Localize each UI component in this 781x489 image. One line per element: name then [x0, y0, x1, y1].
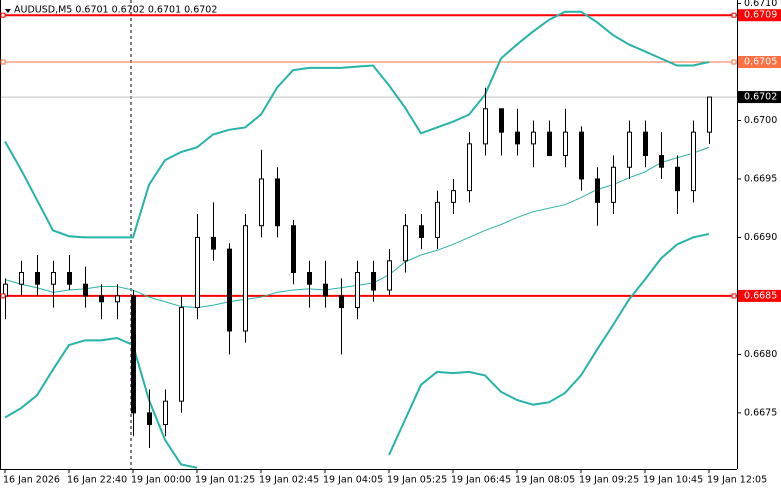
level-label: 0.6685: [744, 290, 777, 301]
x-tick-label: 19 Jan 12:05: [707, 475, 767, 486]
candle-body: [339, 295, 344, 309]
candle-body: [355, 272, 360, 309]
candle-body: [371, 272, 376, 291]
candle-body: [19, 272, 24, 285]
candle-body: [675, 166, 680, 192]
x-tick-label: 16 Jan 2026: [3, 475, 60, 486]
y-tick-label: 0.6695: [744, 173, 777, 184]
level-label: 0.6709: [744, 10, 777, 21]
y-tick-label: 0.6700: [744, 115, 777, 126]
bollinger-band: [4, 10, 710, 239]
bid-label-bg: [738, 91, 781, 104]
chart-title: AUDUSD,M5 0.6701 0.6702 0.6701 0.6702: [14, 5, 217, 16]
candle-body: [403, 225, 408, 262]
candle-body: [611, 166, 616, 203]
candle-body: [531, 131, 536, 145]
candle-body: [259, 178, 264, 227]
candle-body: [547, 131, 552, 157]
candle-body: [227, 248, 232, 332]
level-label: 0.6705: [744, 56, 777, 67]
x-tick-label: 19 Jan 05:25: [387, 475, 447, 486]
candle-body: [275, 178, 280, 227]
candle-body: [499, 108, 504, 133]
x-tick-label: 19 Jan 00:00: [131, 475, 191, 486]
candle-body: [659, 155, 664, 168]
candle-body: [707, 96, 712, 133]
candle-body: [435, 201, 440, 238]
candle-body: [99, 295, 104, 303]
candle-body: [419, 225, 424, 238]
candle-body: [243, 225, 248, 332]
x-tick-label: 19 Jan 04:05: [323, 475, 383, 486]
candle-body: [179, 307, 184, 402]
bid-label: 0.6702: [744, 92, 777, 103]
candle-body: [515, 131, 520, 145]
candle-body: [195, 236, 200, 309]
level-handle: [0, 59, 6, 65]
y-tick-label: 0.6675: [744, 407, 777, 418]
candle-body: [691, 131, 696, 192]
candle-body: [323, 283, 328, 297]
candle-body: [595, 178, 600, 203]
candle-body: [627, 131, 632, 168]
x-tick-label: 19 Jan 09:25: [579, 475, 639, 486]
level-handle: [731, 293, 737, 299]
level-label-bg: [738, 55, 781, 68]
level-handle: [0, 293, 6, 299]
level-handle: [731, 12, 737, 18]
x-tick-label: 19 Jan 08:05: [515, 475, 575, 486]
candle-body: [483, 108, 488, 145]
level-handle: [731, 59, 737, 65]
level-label-bg: [738, 9, 781, 22]
level-label-bg: [738, 289, 781, 302]
candle-body: [307, 272, 312, 285]
y-tick-label: 0.6710: [744, 0, 777, 9]
y-tick-label: 0.6680: [744, 349, 777, 360]
candle-body: [147, 412, 152, 426]
candle-body: [387, 260, 392, 291]
x-tick-label: 19 Jan 10:45: [643, 475, 703, 486]
candle-body: [643, 131, 648, 157]
x-tick-label: 19 Jan 06:45: [451, 475, 511, 486]
candle-body: [451, 190, 456, 203]
candle-body: [115, 295, 120, 303]
candle-body: [467, 143, 472, 192]
candle-body: [291, 225, 296, 274]
x-tick-label: 19 Jan 01:25: [195, 475, 255, 486]
menu-arrow: [5, 9, 11, 13]
candle-body: [211, 236, 216, 250]
candle-body: [163, 400, 168, 426]
bollinger-band: [4, 232, 710, 469]
level-handle: [0, 12, 6, 18]
candle-body: [83, 283, 88, 297]
candle-body: [35, 272, 40, 285]
x-tick-label: 19 Jan 02:45: [259, 475, 319, 486]
candle-body: [579, 131, 584, 180]
candle-body: [51, 272, 56, 285]
x-tick-label: 16 Jan 22:40: [67, 475, 127, 486]
y-tick-label: 0.6690: [744, 232, 777, 243]
candle-body: [131, 295, 136, 414]
candle-body: [67, 272, 72, 285]
candle-body: [563, 131, 568, 157]
